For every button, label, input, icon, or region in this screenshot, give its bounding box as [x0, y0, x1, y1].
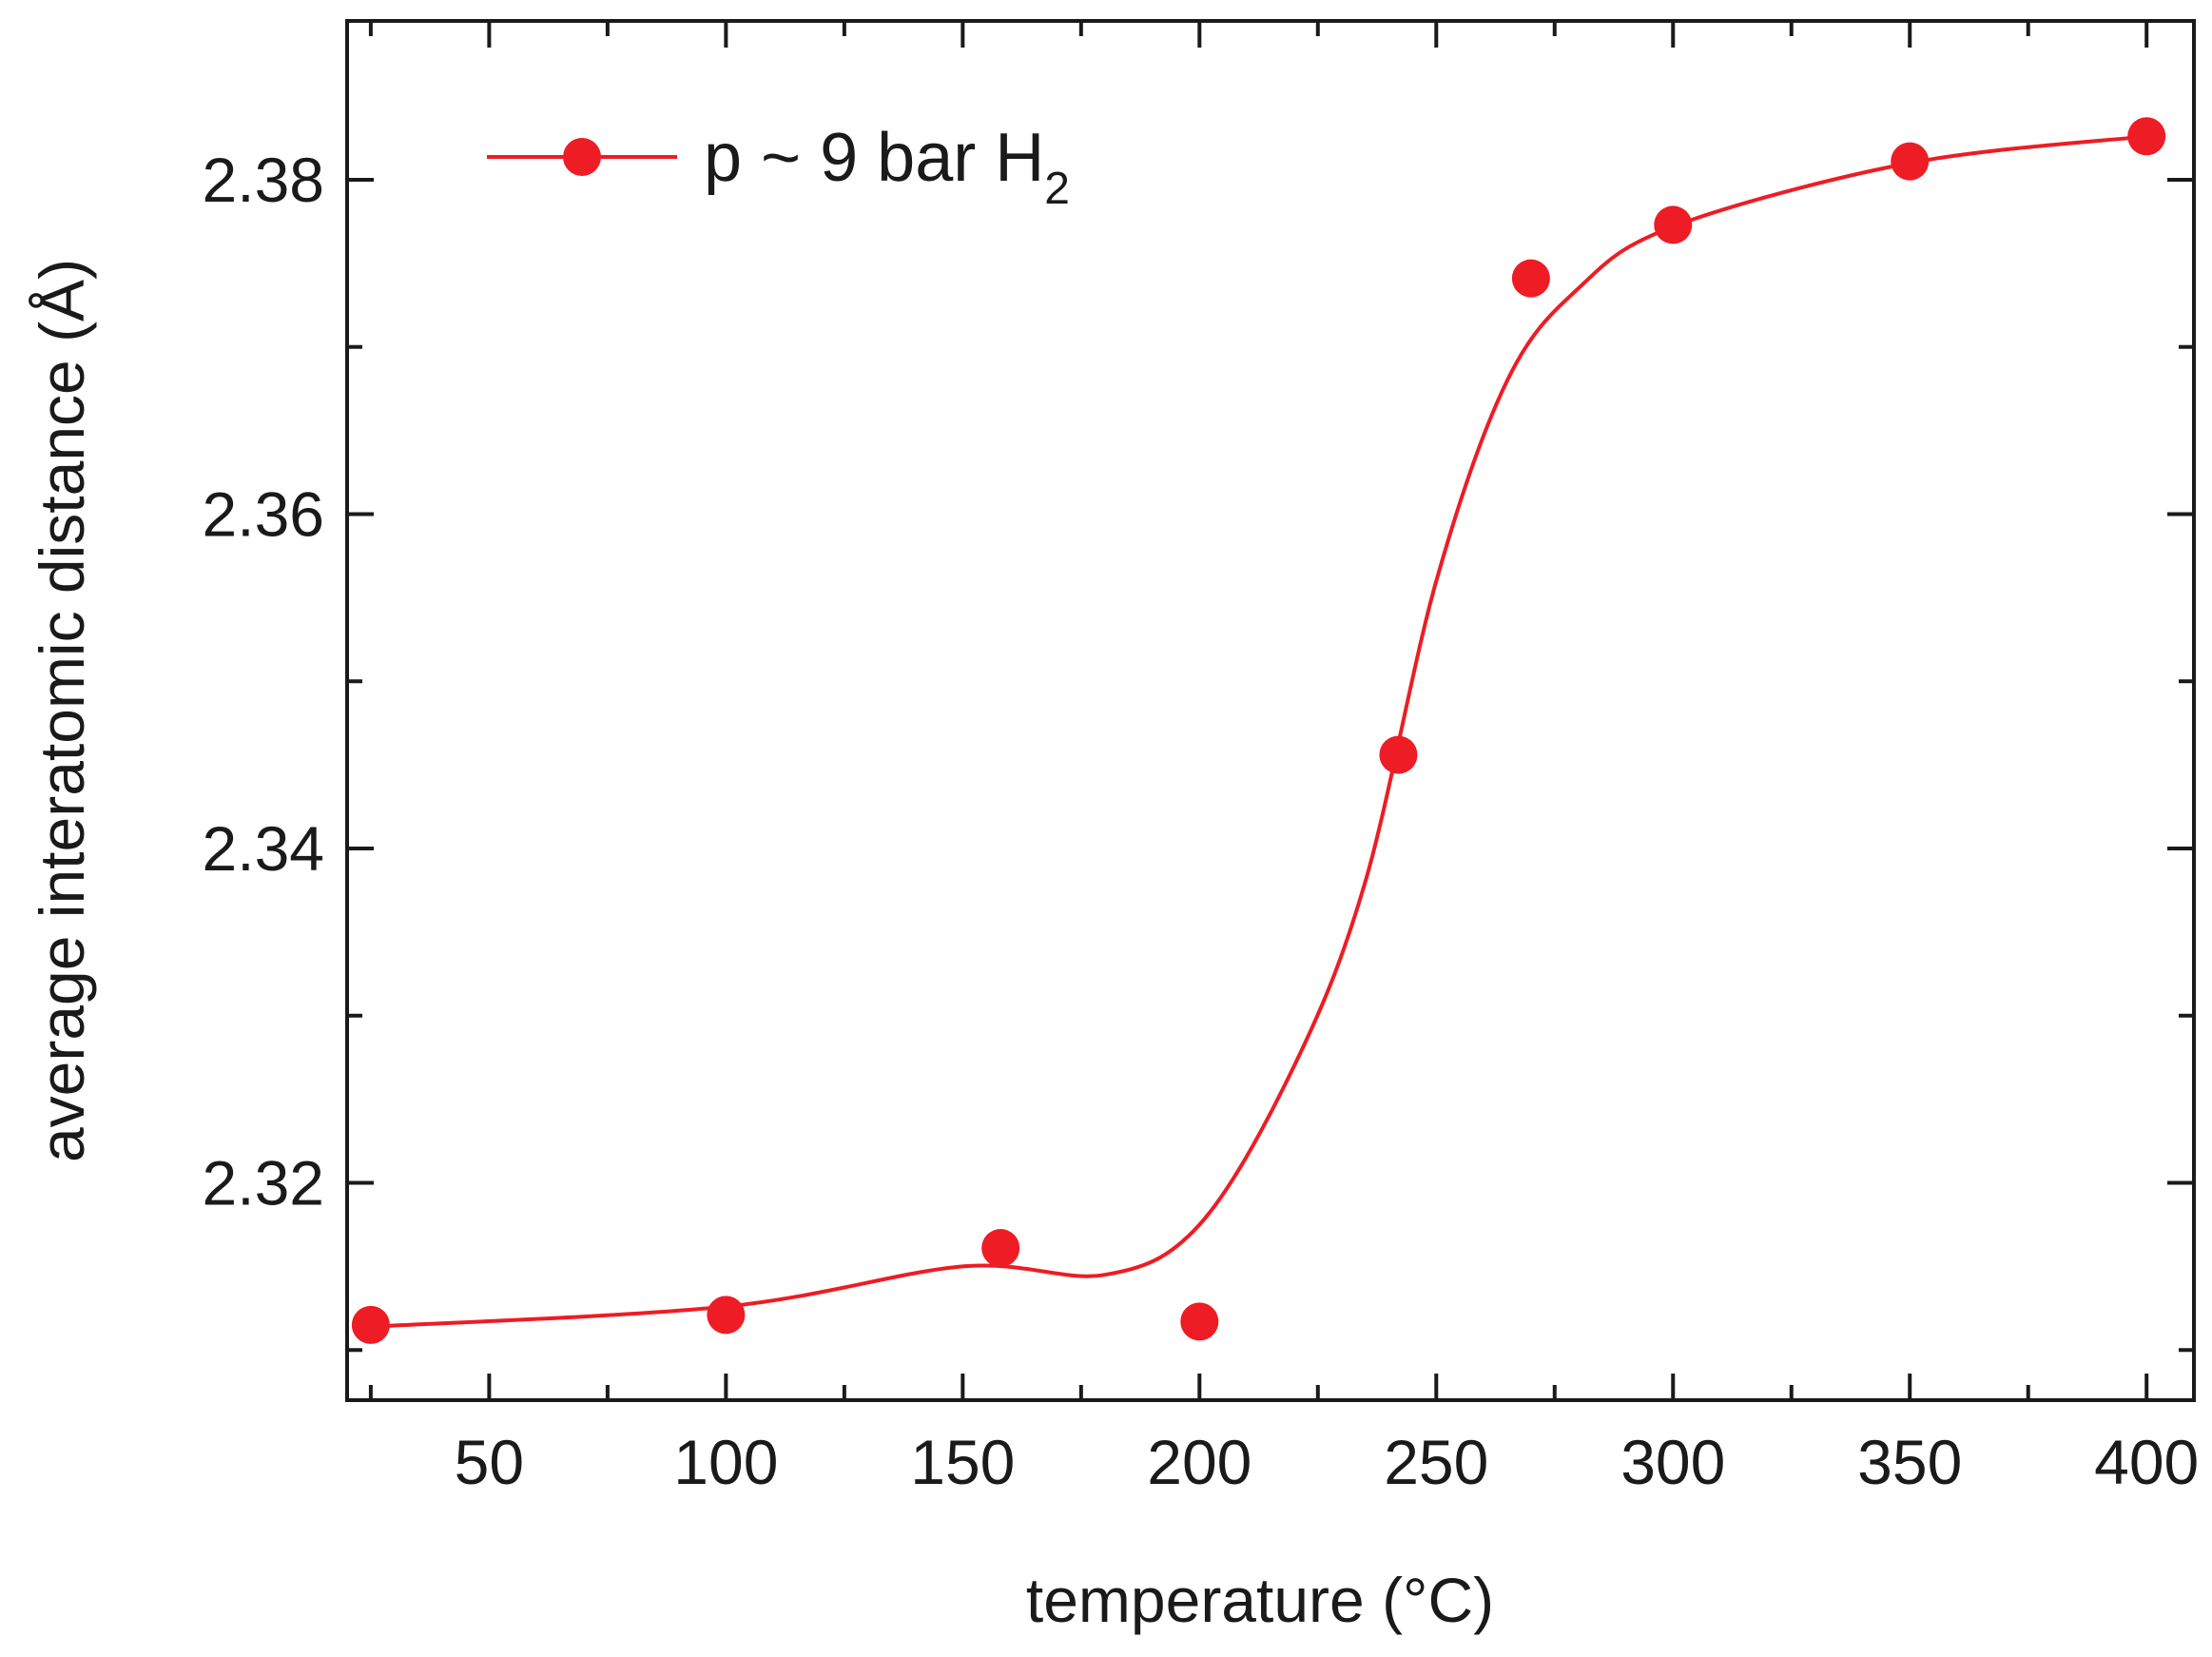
data-point: [1891, 142, 1930, 181]
data-point: [2127, 117, 2166, 156]
data-point: [1654, 205, 1693, 244]
data-point: [1511, 259, 1550, 298]
y-tick-label: 2.38: [203, 145, 324, 215]
data-point: [1379, 735, 1418, 774]
data-points: [351, 117, 2166, 1344]
y-tick-label: 2.34: [203, 813, 324, 884]
y-tick-label: 2.36: [203, 478, 324, 549]
legend-label: p ~ 9 bar H2: [704, 120, 1070, 214]
x-axis-ticks: 50 100 150 200 250 300 350 400: [368, 21, 2199, 1497]
legend-marker: [563, 138, 601, 176]
fit-curve: [370, 134, 2147, 1329]
data-point: [351, 1305, 390, 1344]
x-tick-label: 50: [455, 1427, 524, 1497]
data-point: [707, 1296, 746, 1335]
x-tick-label: 100: [673, 1427, 778, 1497]
y-axis-ticks: 2.32 2.34 2.36 2.38: [203, 145, 2194, 1353]
legend-label-main: p ~ 9 bar H: [704, 120, 1044, 196]
x-tick-label: 400: [2094, 1427, 2199, 1497]
legend-label-subscript: 2: [1044, 164, 1070, 214]
data-point: [981, 1229, 1020, 1268]
x-tick-label: 350: [1857, 1427, 1962, 1497]
x-axis-title: temperature (°C): [1026, 1565, 1494, 1635]
x-tick-label: 250: [1384, 1427, 1488, 1497]
x-tick-label: 150: [910, 1427, 1015, 1497]
y-axis-title: average interatomic distance (Å): [27, 259, 97, 1162]
legend: p ~ 9 bar H2: [487, 120, 1070, 214]
x-tick-label: 200: [1147, 1427, 1252, 1497]
y-tick-label: 2.32: [203, 1148, 324, 1218]
data-point: [1180, 1302, 1219, 1341]
plot-frame: [345, 19, 2196, 1402]
x-tick-label: 300: [1620, 1427, 1725, 1497]
